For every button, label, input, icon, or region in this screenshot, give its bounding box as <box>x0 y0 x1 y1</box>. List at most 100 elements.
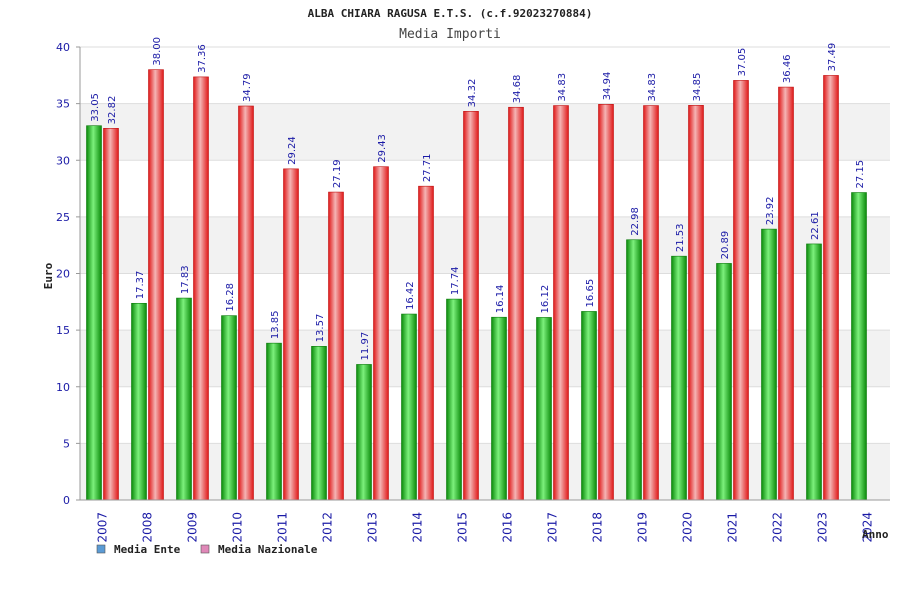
data-label: 38.00 <box>152 37 163 66</box>
x-tick-label: 2011 <box>276 512 290 543</box>
legend: Media Ente Media Nazionale <box>96 543 318 556</box>
plot-background <box>80 47 890 500</box>
data-label: 29.43 <box>377 134 388 163</box>
legend-swatch <box>96 544 106 554</box>
bar <box>328 191 344 501</box>
data-label: 27.19 <box>332 159 343 188</box>
x-tick-label: 2009 <box>186 512 200 543</box>
plot-band <box>80 386 890 444</box>
data-label: 27.15 <box>855 160 866 189</box>
bar <box>131 302 147 501</box>
data-label: 37.05 <box>737 48 748 77</box>
data-label: 17.83 <box>180 265 191 294</box>
bar <box>688 105 704 501</box>
bar <box>598 104 614 501</box>
data-label: 22.61 <box>810 211 821 240</box>
x-tick-label: 2008 <box>141 512 155 543</box>
data-label: 17.37 <box>135 271 146 300</box>
bar <box>553 105 569 501</box>
plot-band <box>80 160 890 217</box>
bar <box>806 243 822 501</box>
chart-title: ALBA CHIARA RAGUSA E.T.S. (c.f.920232708… <box>308 7 593 20</box>
data-label: 16.65 <box>585 279 596 308</box>
data-label: 22.98 <box>630 207 641 236</box>
y-tick-label: 30 <box>56 154 70 167</box>
legend-entry: Media Nazionale <box>218 543 318 556</box>
data-label: 37.49 <box>827 43 838 72</box>
data-label: 13.85 <box>270 311 281 340</box>
x-tick-label: 2021 <box>726 512 740 543</box>
y-axis-ticks: 0 5 10 15 20 25 30 35 40 <box>56 41 80 507</box>
bar <box>716 263 732 501</box>
x-tick-label: 2020 <box>681 512 695 543</box>
bar <box>418 185 434 501</box>
y-tick-label: 0 <box>63 494 70 507</box>
bar <box>373 166 389 501</box>
data-label: 16.14 <box>495 285 506 314</box>
bar <box>148 69 164 501</box>
y-tick-label: 5 <box>63 437 70 450</box>
x-tick-label: 2019 <box>636 512 650 543</box>
bar <box>508 106 524 501</box>
data-label: 34.85 <box>692 73 703 102</box>
y-tick-label: 15 <box>56 324 70 337</box>
y-tick-label: 20 <box>56 268 70 281</box>
plot-band <box>80 103 890 161</box>
data-label: 34.83 <box>647 73 658 102</box>
x-tick-label: 2007 <box>96 512 110 543</box>
bar <box>643 105 659 501</box>
bar <box>446 298 462 501</box>
x-tick-label: 2023 <box>816 512 830 543</box>
plot-band <box>80 330 890 387</box>
data-label: 33.05 <box>90 93 101 122</box>
bar <box>491 316 507 501</box>
y-axis-label: Euro <box>42 262 55 289</box>
data-label: 29.24 <box>287 136 298 165</box>
data-labels: 33.05 32.82 17.37 38.00 17.83 37.36 16.28 34.79… <box>90 37 866 360</box>
bar <box>851 192 867 501</box>
x-tick-label: 2012 <box>321 512 335 543</box>
bar <box>283 168 299 501</box>
plot-band <box>80 47 890 104</box>
data-label: 23.92 <box>765 196 776 225</box>
plot-band <box>80 273 890 331</box>
bar <box>626 239 642 501</box>
x-tick-label: 2017 <box>546 512 560 543</box>
plot-band <box>80 216 890 274</box>
bar <box>581 311 597 501</box>
data-label: 36.46 <box>782 54 793 83</box>
data-label: 32.82 <box>107 96 118 125</box>
data-label: 34.68 <box>512 75 523 104</box>
bar <box>823 75 839 501</box>
y-tick-label: 10 <box>56 381 70 394</box>
x-axis-ticks: 2007 2008 2009 2010 2011 2012 2013 2014 2015 2016… <box>96 512 875 543</box>
bar <box>671 255 687 501</box>
bar <box>86 125 102 501</box>
x-tick-label: 2024 <box>861 512 875 543</box>
data-label: 21.53 <box>675 224 686 253</box>
legend-swatch <box>200 544 210 554</box>
data-label: 13.57 <box>315 314 326 343</box>
bar <box>221 315 237 501</box>
x-tick-label: 2014 <box>411 512 425 543</box>
data-label: 16.42 <box>405 281 416 310</box>
data-label: 34.79 <box>242 73 253 102</box>
bar <box>536 317 552 501</box>
x-axis-label: Anno <box>862 528 889 541</box>
bar <box>193 76 209 501</box>
y-tick-label: 35 <box>56 98 70 111</box>
bar <box>266 342 282 501</box>
bar <box>238 105 254 501</box>
data-label: 34.94 <box>602 72 613 101</box>
data-label: 37.36 <box>197 44 208 73</box>
bar <box>733 80 749 501</box>
data-label: 20.89 <box>720 231 731 260</box>
data-label: 11.97 <box>360 332 371 361</box>
data-label: 17.74 <box>450 266 461 295</box>
bar <box>761 228 777 501</box>
y-tick-label: 25 <box>56 211 70 224</box>
y-tick-label: 40 <box>56 41 70 54</box>
plot-band <box>80 443 890 500</box>
x-tick-label: 2015 <box>456 512 470 543</box>
bar <box>778 86 794 501</box>
